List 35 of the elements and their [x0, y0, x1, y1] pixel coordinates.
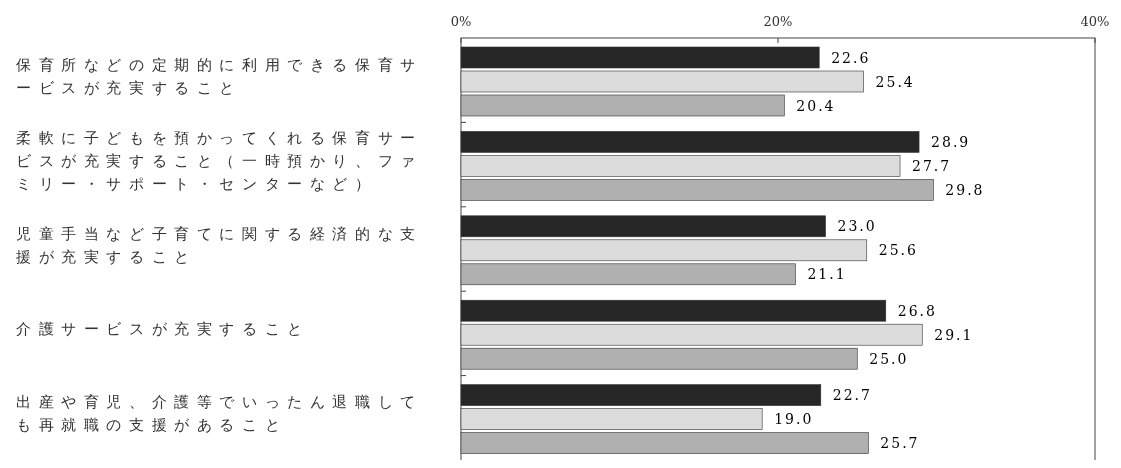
- x-tick-label: 40%: [1080, 14, 1110, 29]
- data-label: 19.0: [774, 411, 814, 428]
- data-label: 25.4: [875, 73, 915, 90]
- bar: [460, 384, 822, 406]
- bar: [460, 131, 920, 153]
- y-tick-label: 保育所などの定期的に利用できる保育サービスが充実すること: [16, 55, 423, 97]
- x-tick-label: 20%: [763, 14, 793, 29]
- y-tick-label: 介護サービスが充実すること: [16, 320, 310, 339]
- data-label: 29.8: [945, 181, 985, 198]
- y-tick-label: 柔軟に子どもを預かってくれる保育サービスが充実すること（一時預かり、ファミリー・サポート・センターなど）: [16, 128, 423, 193]
- data-label: 25.0: [869, 350, 909, 367]
- bar: [460, 323, 923, 346]
- data-label: 28.9: [931, 133, 971, 150]
- data-label: 22.6: [831, 49, 871, 66]
- bar: [460, 347, 858, 370]
- bar: [460, 263, 796, 286]
- bar: [460, 408, 763, 430]
- y-tick-label: 出産や育児、介護等でいったん退職しても再就職の支援があること: [16, 393, 423, 435]
- bar: [460, 179, 934, 201]
- data-label: 26.8: [897, 302, 937, 319]
- data-label: 22.7: [832, 387, 872, 404]
- data-label: 20.4: [796, 97, 836, 114]
- y-tick-label: 児童手当など子育てに関する経済的な支援が充実すること: [16, 224, 423, 266]
- bar: [460, 239, 868, 262]
- bar: [460, 432, 869, 454]
- bar: [460, 215, 826, 238]
- data-label: 29.1: [934, 326, 974, 343]
- data-label: 25.6: [878, 242, 918, 259]
- data-label: 25.7: [880, 435, 920, 452]
- bar: [460, 155, 901, 177]
- bar: [460, 299, 887, 322]
- x-tick-label: 0%: [450, 14, 472, 29]
- data-label: 27.7: [912, 157, 952, 174]
- data-label: 23.0: [837, 218, 877, 235]
- data-label: 21.1: [807, 266, 847, 283]
